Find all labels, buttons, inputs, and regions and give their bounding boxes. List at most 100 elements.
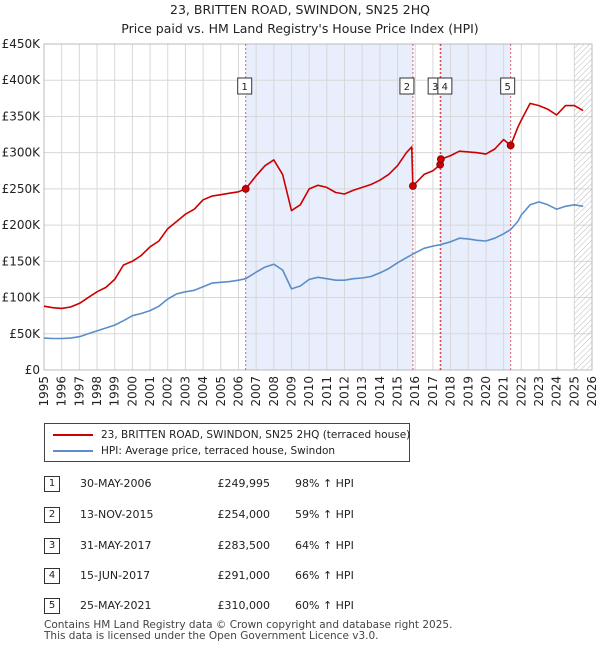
footer-line-1: Contains HM Land Registry data © Crown c… <box>44 619 453 631</box>
sale-date: 30-MAY-2006 <box>80 477 152 490</box>
y-tick-label: £0 <box>25 363 40 377</box>
footer: Contains HM Land Registry data © Crown c… <box>44 620 452 642</box>
sale-marker-box <box>500 77 516 95</box>
sale-price: £283,500 <box>217 539 271 552</box>
y-axis-ticks: £0 £50K £100K £150K £200K £250K £300K £350K £400… <box>2 37 42 377</box>
title-line-1: 23, BRITTEN ROAD, SWINDON, SN25 2HQ <box>170 2 430 17</box>
x-tick-label: 2017 <box>426 376 440 407</box>
y-tick-label: £350K <box>2 109 42 123</box>
y-tick-label: £50K <box>9 327 41 341</box>
y-tick-label: £150K <box>2 254 42 268</box>
x-tick-label: 2018 <box>444 376 458 407</box>
x-tick-label: 2008 <box>267 376 281 407</box>
x-tick-label: 2022 <box>514 376 528 407</box>
x-tick-label: 2019 <box>461 376 475 407</box>
sale-marker-box <box>237 77 253 95</box>
future-hatch <box>574 44 592 370</box>
sale-hpi-change: 98% ↑ HPI <box>295 477 354 490</box>
x-tick-label: 2006 <box>231 376 245 407</box>
shaded-range <box>245 44 413 370</box>
sale-number: 3 <box>44 538 60 554</box>
legend-label-property: 23, BRITTEN ROAD, SWINDON, SN25 2HQ (ter… <box>101 429 411 441</box>
sale-number: 1 <box>44 476 60 492</box>
sale-point <box>409 182 417 190</box>
sale-number: 2 <box>44 507 60 523</box>
x-tick-label: 1997 <box>72 376 86 407</box>
property-price-line <box>43 102 584 310</box>
y-tick-label: £300K <box>2 146 42 160</box>
sale-date: 25-MAY-2021 <box>80 599 152 612</box>
grid-lines <box>43 43 593 371</box>
x-tick-label: 2011 <box>320 376 334 407</box>
sale-price: £254,000 <box>217 508 271 521</box>
y-tick-label: £100K <box>2 291 42 305</box>
x-tick-label: 2012 <box>338 376 352 407</box>
legend-label-hpi: HPI: Average price, terraced house, Swin… <box>101 445 336 457</box>
x-tick-label: 1995 <box>37 376 51 407</box>
sale-price: £310,000 <box>217 599 271 612</box>
sale-marker-number: 4 <box>442 82 448 93</box>
x-tick-label: 2026 <box>585 376 599 407</box>
sale-row: 2 13-NOV-2015 £254,000 59% ↑ HPI <box>0 507 600 527</box>
sale-hpi-change: 66% ↑ HPI <box>295 569 354 582</box>
x-tick-label: 2005 <box>214 376 228 407</box>
sale-marker-number: 3 <box>432 82 438 93</box>
sale-row: 1 30-MAY-2006 £249,995 98% ↑ HPI <box>0 476 600 496</box>
x-tick-label: 2024 <box>550 376 564 407</box>
legend-item-property: 23, BRITTEN ROAD, SWINDON, SN25 2HQ (ter… <box>53 427 410 443</box>
y-tick-label: £250K <box>2 182 42 196</box>
x-tick-label: 2010 <box>302 376 316 407</box>
sale-hpi-change: 59% ↑ HPI <box>295 508 354 521</box>
x-tick-label: 2004 <box>196 376 210 407</box>
legend-item-hpi: HPI: Average price, terraced house, Swin… <box>53 443 335 459</box>
y-tick-label: £450K <box>2 37 42 51</box>
y-tick-label: £200K <box>2 218 42 232</box>
sale-date: 31-MAY-2017 <box>80 539 152 552</box>
legend-swatch-hpi <box>53 450 93 452</box>
sale-marker-number: 2 <box>404 82 410 93</box>
x-tick-label: 1996 <box>55 376 69 407</box>
sale-date: 15-JUN-2017 <box>80 569 151 582</box>
x-tick-label: 2023 <box>532 376 546 407</box>
sale-marker-label: 5 <box>500 77 516 95</box>
y-tick-label: £400K <box>2 73 42 87</box>
x-tick-label: 2015 <box>391 376 405 407</box>
x-tick-label: 2020 <box>479 376 493 407</box>
x-tick-label: 1999 <box>108 376 122 407</box>
title-line-2: Price paid vs. HM Land Registry's House … <box>121 21 479 36</box>
x-tick-label: 2021 <box>497 376 511 407</box>
x-tick-label: 2014 <box>373 376 387 407</box>
sale-row: 5 25-MAY-2021 £310,000 60% ↑ HPI <box>0 598 600 618</box>
sale-point <box>241 184 250 193</box>
x-tick-label: 2002 <box>161 376 175 407</box>
x-tick-label: 1998 <box>90 376 104 407</box>
x-tick-label: 2001 <box>143 376 157 407</box>
legend: 23, BRITTEN ROAD, SWINDON, SN25 2HQ (ter… <box>44 423 410 462</box>
legend-swatch-property <box>53 434 93 436</box>
x-tick-label: 2007 <box>249 376 263 407</box>
series-lines <box>43 102 584 340</box>
sale-hpi-change: 64% ↑ HPI <box>295 539 354 552</box>
future-hatch-area <box>574 44 592 370</box>
sale-row: 3 31-MAY-2017 £283,500 64% ↑ HPI <box>0 538 600 558</box>
sale-marker-number: 5 <box>504 82 510 93</box>
x-axis-ticks: 1995 1996 1997 1998 1999 2000 2001 2002 2003 2004… <box>37 376 599 407</box>
sale-marker-label: 4 <box>437 77 453 95</box>
sale-row: 4 15-JUN-2017 £291,000 66% ↑ HPI <box>0 568 600 588</box>
x-tick-label: 2009 <box>284 376 298 407</box>
sale-marker-label: 2 <box>399 77 415 95</box>
x-tick-label: 2025 <box>567 376 581 407</box>
x-tick-label: 2003 <box>178 376 192 407</box>
x-tick-label: 2000 <box>125 376 139 407</box>
footer-line-2: This data is licensed under the Open Gov… <box>44 630 379 642</box>
sale-price: £249,995 <box>217 477 271 490</box>
hpi-line <box>43 201 584 340</box>
sale-point <box>506 141 515 150</box>
sale-marker-box <box>399 77 415 95</box>
sale-point <box>436 155 445 164</box>
sale-number: 5 <box>44 598 60 614</box>
sale-date: 13-NOV-2015 <box>80 508 154 521</box>
sale-marker-number: 1 <box>242 82 248 93</box>
